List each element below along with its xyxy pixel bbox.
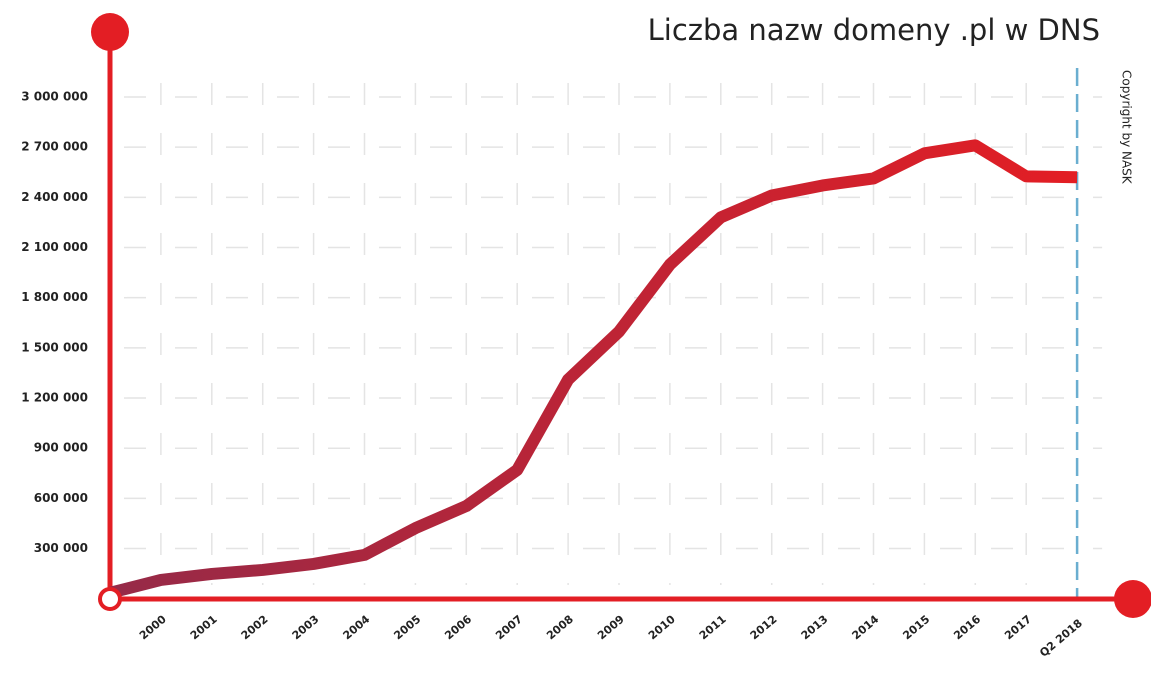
x-tick-label: 2014 [850, 612, 882, 642]
x-tick-label: 2012 [748, 613, 780, 643]
y-tick-label: 900 000 [34, 441, 88, 455]
copyright: Copyright by NASK [1120, 70, 1134, 185]
y-tick-label: 1 500 000 [21, 340, 88, 354]
x-tick-label: 2017 [1002, 613, 1034, 643]
axis-cap [1114, 580, 1151, 618]
x-tick-label: 2005 [391, 613, 423, 643]
x-tick-label: 2011 [697, 613, 729, 643]
y-tick-label: 3 000 000 [21, 90, 88, 104]
x-tick-label: 2000 [137, 612, 169, 642]
x-tick-label: 2009 [595, 613, 627, 643]
x-tick-label: 2002 [239, 613, 271, 643]
data-line [108, 139, 1078, 599]
x-tick-label: 2016 [951, 612, 983, 642]
chart-title: Liczba nazw domeny .pl w DNS [648, 13, 1100, 47]
x-tick-label: 2008 [544, 613, 576, 643]
y-tick-label: 2 700 000 [21, 140, 88, 154]
axis-cap [91, 13, 129, 51]
x-tick-label: 2007 [493, 613, 525, 643]
y-tick-label: 300 000 [34, 541, 88, 555]
y-tick-label: 600 000 [34, 491, 88, 505]
x-tick-label: 2015 [900, 613, 932, 643]
origin [98, 587, 122, 611]
x-tick-label: Q2 2018 [1037, 617, 1085, 660]
x-tick-label: 2010 [646, 612, 678, 642]
x-tick-label: 2006 [442, 612, 474, 642]
x-tick-label: 2003 [290, 613, 322, 643]
y-tick-label: 2 400 000 [21, 190, 88, 204]
x-tick-label: 2001 [188, 613, 220, 643]
x-tick-label: 2004 [341, 612, 373, 642]
x-tick-label: 2013 [799, 613, 831, 643]
y-tick-label: 1 800 000 [21, 290, 88, 304]
y-tick-label: 1 200 000 [21, 391, 88, 405]
y-tick-label: 2 100 000 [21, 240, 88, 254]
